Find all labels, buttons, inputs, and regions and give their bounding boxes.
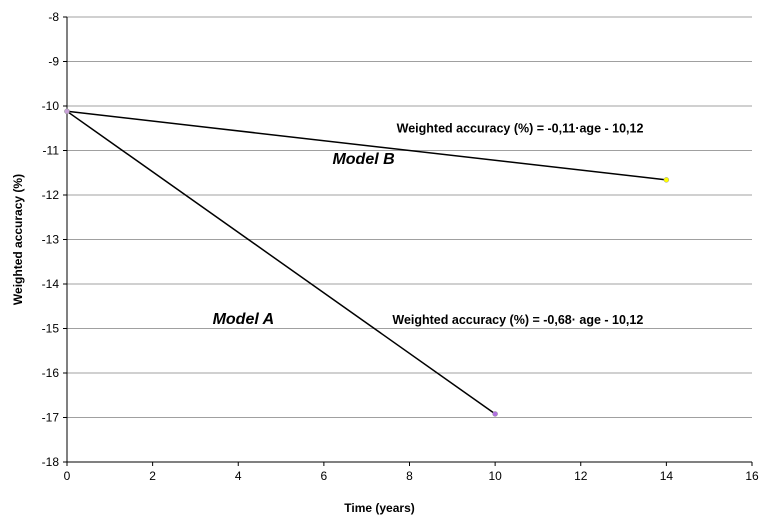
x-tick-label-4: 8	[406, 469, 413, 483]
y-tick-label-4: -12	[42, 188, 60, 202]
annotations: Weighted accuracy (%) = -0,11·age - 10,1…	[213, 122, 644, 328]
series-1-point-1	[663, 177, 670, 183]
y-tick-label-10: -18	[42, 455, 60, 469]
series-line-0	[66, 110, 496, 415]
y-axis-label: Weighted accuracy (%)	[11, 174, 25, 305]
series-0-point-1	[492, 411, 498, 417]
series-1-point-0	[64, 108, 70, 115]
y-tick-label-6: -14	[42, 277, 60, 291]
x-tick-label-5: 10	[488, 469, 502, 483]
x-tick-label-8: 16	[745, 469, 759, 483]
y-tick-label-7: -15	[42, 322, 60, 336]
equation-annotation-3: Weighted accuracy (%) = -0,68· age - 10,…	[392, 313, 643, 327]
x-tick-label-7: 14	[660, 469, 674, 483]
y-tick-label-8: -16	[42, 366, 60, 380]
y-tick-label-1: -9	[48, 55, 59, 69]
model-label-1: Model B	[332, 151, 394, 168]
y-tick-label-5: -13	[42, 233, 60, 247]
y-tick-label-2: -10	[42, 99, 60, 113]
x-tick-label-3: 6	[321, 469, 328, 483]
x-tick-label-0: 0	[64, 469, 71, 483]
x-tick-label-6: 12	[574, 469, 588, 483]
y-tick-label-3: -11	[43, 144, 60, 158]
series	[64, 108, 670, 417]
gridlines	[67, 16, 752, 418]
x-tick-label-2: 4	[235, 469, 242, 483]
y-tick-label-9: -17	[42, 411, 60, 425]
x-axis-label: Time (years)	[344, 501, 414, 515]
series-line-1	[66, 110, 667, 181]
y-tick-label-0: -8	[48, 10, 59, 24]
equation-annotation-0: Weighted accuracy (%) = -0,11·age - 10,1…	[397, 122, 644, 136]
tick-labels: -8 -9 -10 -11 -12 -13 -14 -15 -16 -17 -18 0 2 4 6 8 10 12…	[42, 10, 759, 483]
x-tick-label-1: 2	[149, 469, 156, 483]
model-label-2: Model A	[213, 311, 275, 328]
